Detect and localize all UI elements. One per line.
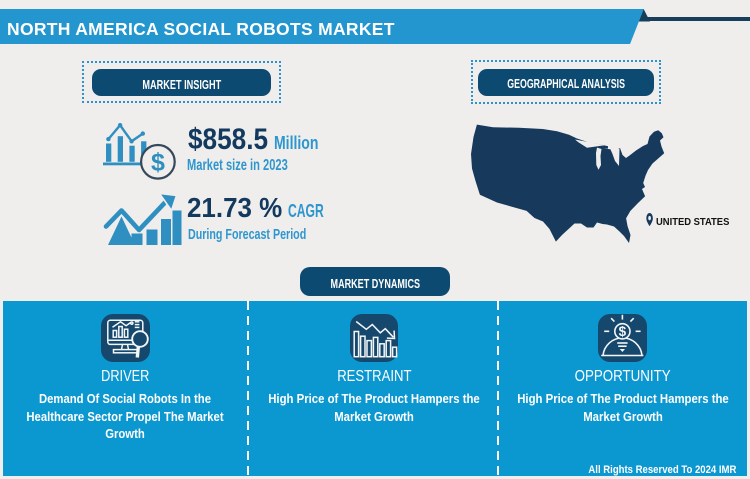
svg-text:$: $ [151, 149, 165, 177]
svg-text:$: $ [619, 324, 627, 339]
